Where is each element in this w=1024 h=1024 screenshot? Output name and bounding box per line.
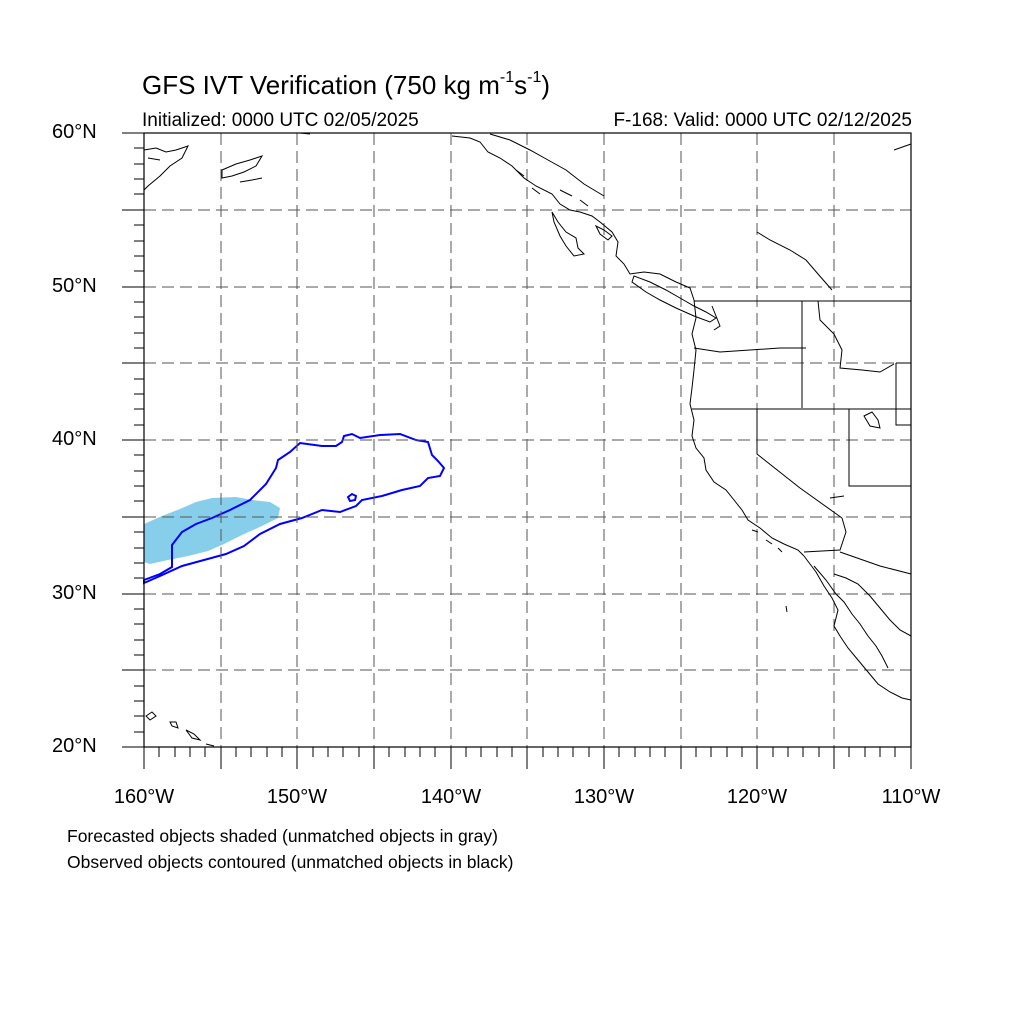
lon-ticks: [143, 747, 912, 769]
lon-label-110w: 110°W: [881, 786, 941, 808]
lon-label-130w: 130°W: [573, 786, 635, 808]
lon-label-160w: 160°W: [113, 786, 175, 808]
observed-object-small-loop: [346, 492, 358, 503]
initialized-label: Initialized: 0000 UTC 02/05/2025: [142, 110, 419, 131]
lon-label-120w: 120°W: [726, 786, 788, 808]
coastlines: [143, 132, 912, 747]
lat-ticks: [122, 132, 144, 748]
map-title: GFS IVT Verification (750 kg m-1s-1): [142, 69, 551, 100]
lat-label-30: 30°N: [52, 582, 97, 604]
observed-object: [143, 432, 446, 585]
lon-label-140w: 140°W: [420, 786, 482, 808]
lat-label-20: 20°N: [52, 735, 97, 757]
lat-label-60: 60°N: [52, 121, 97, 143]
gridlines: [144, 133, 911, 747]
valid-time-label: F-168: Valid: 0000 UTC 02/12/2025: [613, 110, 912, 131]
lon-label-150w: 150°W: [266, 786, 328, 808]
forecast-object: [144, 497, 280, 564]
lat-label-50: 50°N: [52, 275, 97, 297]
note-forecast: Forecasted objects shaded (unmatched obj…: [67, 826, 498, 846]
note-observed: Observed objects contoured (unmatched ob…: [67, 852, 514, 872]
lat-label-40: 40°N: [52, 428, 97, 450]
